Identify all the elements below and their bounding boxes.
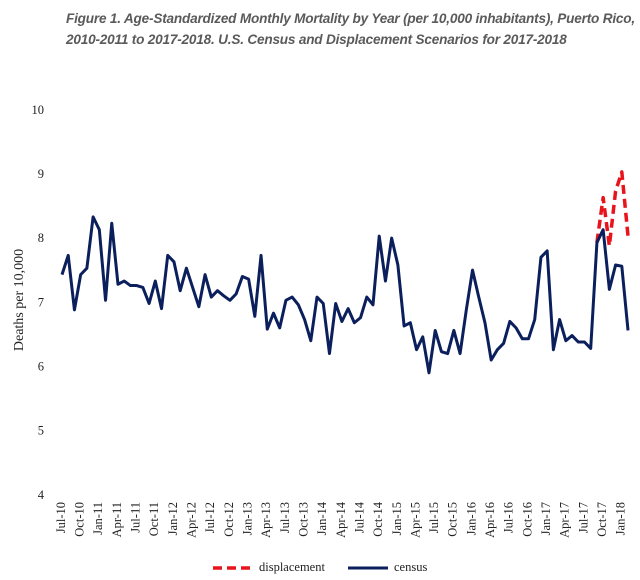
x-tick-label: Apr-12: [184, 502, 198, 538]
x-tick-label: Apr-14: [334, 501, 348, 538]
series-line: [60, 215, 630, 375]
x-tick-label: Oct-10: [73, 502, 87, 537]
x-tick-label: Jul-10: [54, 502, 68, 533]
x-tick-label: Oct-17: [595, 502, 609, 537]
x-tick-label: Jul-14: [352, 501, 366, 533]
y-tick-label: 6: [38, 360, 44, 374]
y-tick-label: 8: [38, 231, 44, 245]
y-tick-label: 10: [32, 103, 45, 117]
y-tick-label: 7: [38, 295, 44, 309]
x-tick-label: Jan-11: [91, 502, 105, 535]
legend-label: census: [394, 560, 427, 574]
chart-title: Figure 1. Age-Standardized Monthly Morta…: [66, 11, 635, 47]
x-tick-label: Jan-12: [166, 502, 180, 535]
x-tick-label: Oct-15: [446, 502, 460, 537]
x-tick-label: Jul-12: [203, 502, 217, 533]
x-tick-label: Oct-11: [147, 502, 161, 536]
x-tick-label: Jan-16: [464, 502, 478, 535]
x-tick-label: Jan-17: [539, 502, 553, 535]
x-tick-label: Oct-13: [296, 502, 310, 537]
x-tick-label: Apr-16: [483, 502, 497, 538]
x-tick-label: Jan-15: [390, 502, 404, 535]
x-tick-label: Oct-14: [371, 501, 385, 536]
y-tick-label: 4: [38, 488, 45, 502]
x-tick-label: Jan-18: [614, 502, 628, 535]
x-tick-label: Apr-17: [558, 502, 572, 538]
x-tick-label: Apr-11: [110, 502, 124, 537]
x-tick-label: Oct-16: [520, 502, 534, 537]
y-tick-label: 5: [38, 424, 44, 438]
x-tick-label: Jul-16: [502, 502, 516, 533]
x-tick-label: Jul-13: [278, 502, 292, 533]
x-tick-label: Jul-11: [129, 502, 143, 533]
y-tick-label: 9: [38, 167, 44, 181]
legend-label: displacement: [259, 560, 325, 574]
x-tick-label: Apr-13: [259, 502, 273, 538]
y-axis-label: Deaths per 10,000: [12, 249, 27, 351]
x-tick-label: Apr-15: [408, 502, 422, 538]
x-tick-label: Jul-17: [576, 502, 590, 533]
x-tick-label: Jul-15: [427, 502, 441, 533]
x-tick-label: Jan-14: [315, 501, 329, 535]
x-tick-label: Oct-12: [222, 502, 236, 537]
x-tick-label: Jan-13: [240, 502, 254, 535]
